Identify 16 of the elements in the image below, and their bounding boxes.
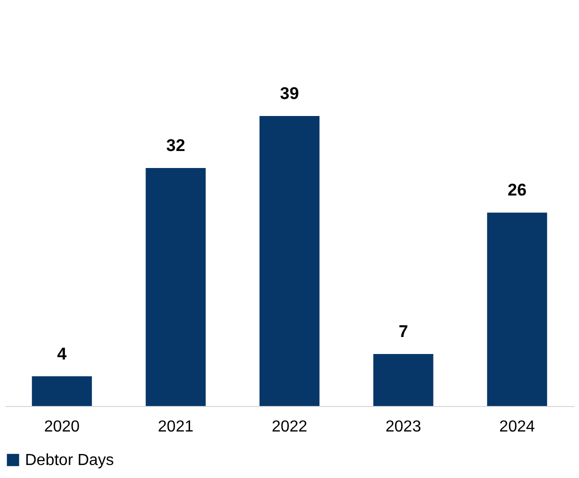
data-label: 39 — [280, 84, 299, 103]
x-tick-label: 2024 — [499, 418, 535, 436]
data-label: 4 — [57, 344, 68, 364]
legend-label: Debtor Days — [25, 452, 114, 469]
bar — [487, 212, 548, 406]
data-label: 26 — [508, 180, 527, 200]
bar — [146, 168, 206, 406]
data-label: 7 — [398, 322, 408, 341]
x-tick-label: 2020 — [44, 418, 80, 436]
x-tick-label: 2021 — [158, 418, 194, 436]
x-tick-label: 2022 — [272, 418, 308, 436]
bar — [373, 354, 434, 406]
bar — [32, 376, 92, 406]
data-label: 32 — [166, 136, 186, 156]
bar — [260, 116, 320, 406]
x-tick-label: 2023 — [386, 418, 422, 436]
